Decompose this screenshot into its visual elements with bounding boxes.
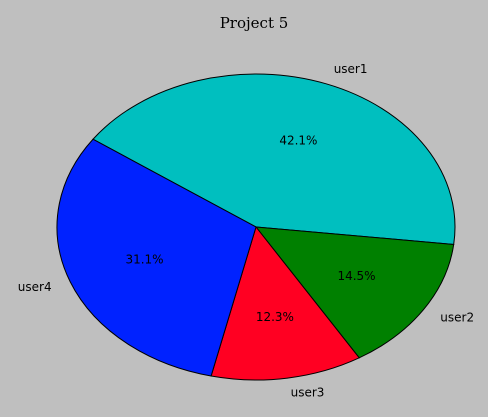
slice-label-user2: user2	[440, 310, 474, 324]
pie-slice-user2	[254, 226, 455, 359]
pct-label-user1: 42.1%	[279, 134, 317, 148]
pct-label-user4: 31.1%	[125, 252, 163, 266]
pct-label-user2: 14.5%	[337, 269, 375, 283]
slice-label-user3: user3	[291, 386, 325, 400]
slice-label-user4: user4	[18, 280, 52, 294]
pie-labels: 42.1% user1 14.5% user2 12.3% user3 31.1% user4	[18, 62, 474, 400]
pct-label-user3: 12.3%	[256, 310, 294, 324]
pie-slice-user4	[56, 138, 257, 377]
slice-label-user1: user1	[334, 62, 368, 76]
pie-slice-user3	[210, 225, 360, 381]
pie-slice-user1	[92, 73, 456, 246]
pie-slices	[56, 73, 456, 381]
chart-title: Project 5	[220, 14, 289, 32]
